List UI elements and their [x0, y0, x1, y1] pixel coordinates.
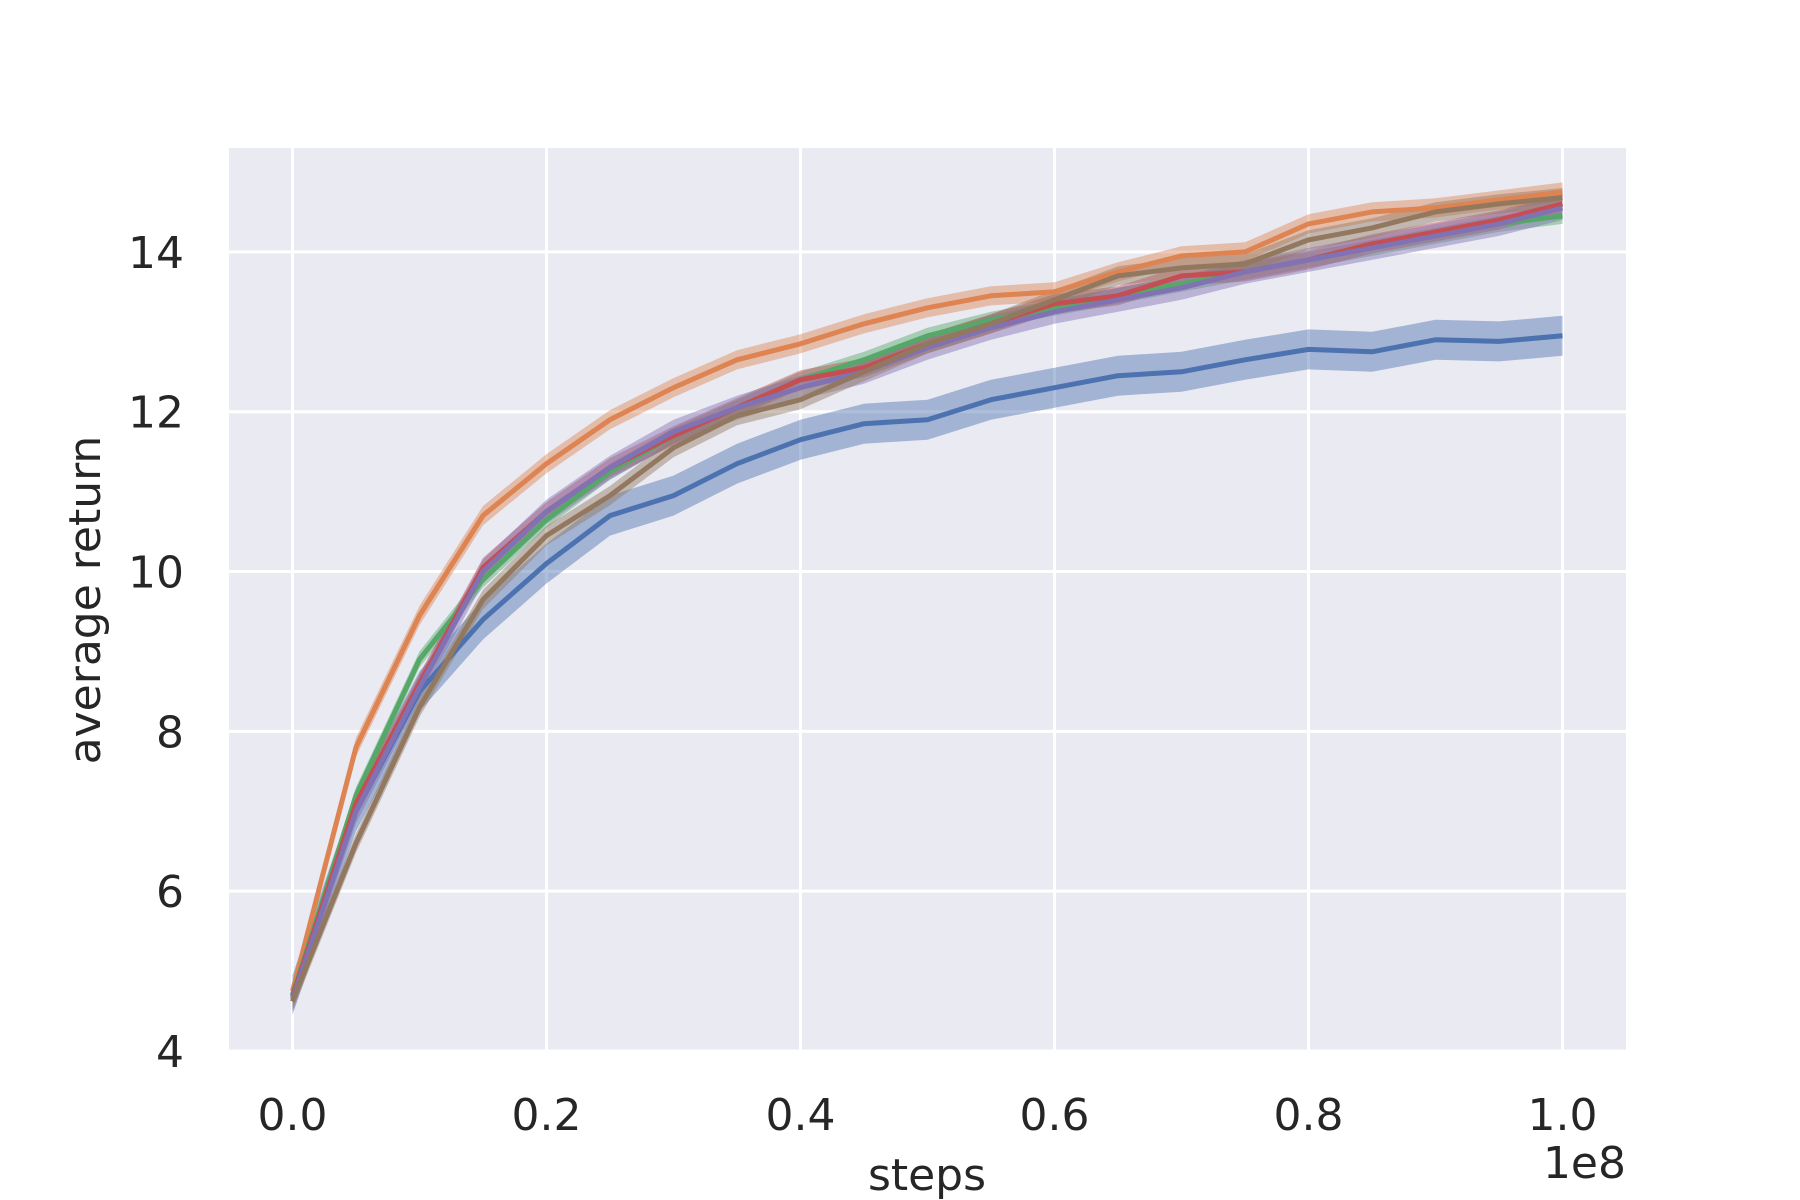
series-band [292, 195, 1563, 1011]
x-tick-label: 0.8 [1274, 1090, 1344, 1141]
y-tick-label: 10 [128, 548, 184, 599]
x-tick-label: 0.6 [1020, 1090, 1090, 1141]
series-lines [290, 189, 1564, 1003]
y-tick-labels: 4 6 8 10 12 14 [128, 228, 184, 1078]
series-line [290, 205, 1564, 1000]
y-axis-label: average return [60, 436, 111, 765]
x-tick-label: 0.2 [512, 1090, 582, 1141]
confidence-bands [292, 182, 1563, 1015]
y-tick-label: 6 [156, 867, 184, 918]
y-tick-label: 14 [128, 228, 184, 279]
x-tick-label: 0.0 [258, 1090, 328, 1141]
plot-background [229, 148, 1626, 1051]
series-line [290, 195, 1563, 1003]
series-line [290, 333, 1563, 996]
x-axis-label: steps [868, 1150, 986, 1200]
x-tick-label: 1.0 [1528, 1090, 1598, 1141]
series-line [290, 189, 1563, 992]
y-tick-label: 4 [156, 1027, 184, 1078]
x-tick-labels: 0.0 0.2 0.4 0.6 0.8 1.0 [258, 1090, 1598, 1141]
x-offset-text: 1e8 [1543, 1138, 1626, 1189]
grid [229, 148, 1626, 1053]
series-band [292, 188, 1563, 1011]
y-tick-label: 8 [156, 707, 184, 758]
y-tick-label: 12 [128, 388, 184, 439]
x-tick-label: 0.4 [766, 1090, 836, 1141]
